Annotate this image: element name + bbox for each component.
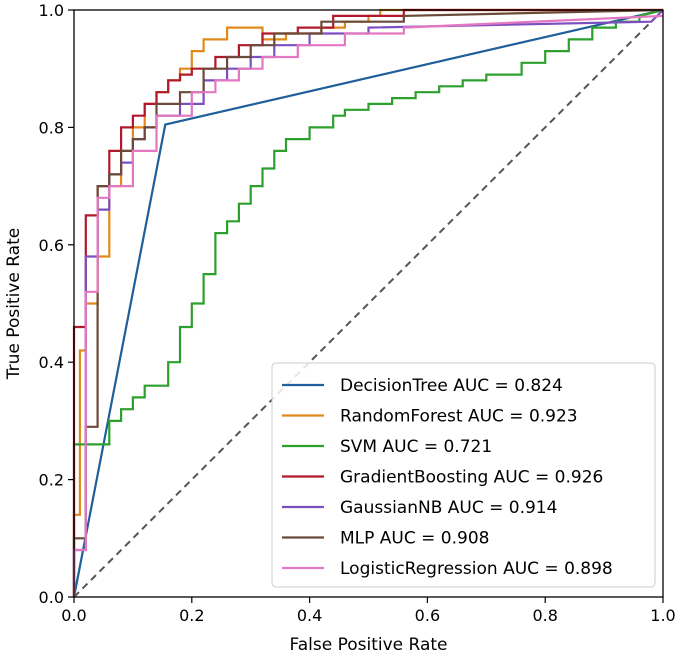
legend-entry-4: GaussianNB AUC = 0.914 (340, 498, 557, 518)
y-tick-label: 0.6 (39, 236, 64, 255)
legend-entry-1: RandomForest AUC = 0.923 (340, 407, 578, 427)
series-line-0 (72, 8, 664, 598)
y-tick-label: 0.0 (39, 588, 64, 607)
legend-entry-6: LogisticRegression AUC = 0.898 (340, 559, 613, 579)
x-tick-label: 0.4 (297, 606, 322, 625)
legend-entry-0: DecisionTree AUC = 0.824 (340, 376, 563, 396)
reference-diagonal (73, 9, 664, 598)
x-axis-label: False Positive Rate (290, 635, 448, 655)
x-tick-label: 0.8 (532, 606, 557, 625)
x-tick-label: 0.2 (179, 606, 204, 625)
legend-entry-5: MLP AUC = 0.908 (340, 529, 489, 549)
plot-frame (73, 9, 664, 598)
legend-entry-3: GradientBoosting AUC = 0.926 (340, 468, 603, 488)
axes-layer: 0.0 0.2 0.4 0.6 0.8 1.0 0.0 0.2 0.4 0.6 0.8 1.0 (39, 1, 676, 625)
legend-box (271, 362, 656, 588)
series-layer (72, 8, 664, 598)
y-tick-label: 0.8 (39, 118, 64, 137)
y-tick-label: 0.4 (39, 353, 64, 372)
plot-area (73, 9, 664, 598)
y-tick-label: 1.0 (39, 1, 64, 20)
series-line-5 (72, 8, 664, 597)
x-tick-label: 0.6 (415, 606, 440, 625)
y-axis-label: True Positive Rate (4, 228, 24, 380)
x-tick-label: 1.0 (650, 606, 675, 625)
series-line-6 (72, 14, 664, 597)
legend: DecisionTree AUC = 0.824 RandomForest AUC… (271, 362, 656, 588)
y-tick-label: 0.2 (39, 471, 64, 490)
legend-entry-2: SVM AUC = 0.721 (340, 437, 492, 457)
x-tick-label: 0.0 (61, 606, 86, 625)
series-line-2 (72, 8, 664, 597)
